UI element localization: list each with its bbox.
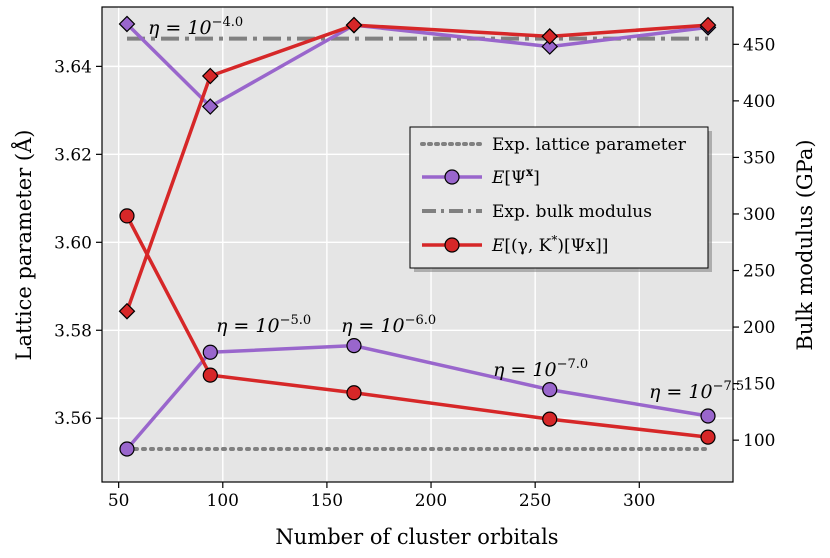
x-tick-label: 150 bbox=[311, 491, 343, 511]
left-y-tick-label: 3.62 bbox=[54, 145, 92, 165]
series-2-bulk-point bbox=[345, 16, 363, 34]
series-1-lattice-point bbox=[202, 344, 218, 360]
series-1-bulk-point bbox=[118, 15, 136, 33]
x-axis-label: Number of cluster orbitals bbox=[275, 525, 558, 549]
eta-annotation-5: η = 10−7.5 bbox=[649, 379, 744, 403]
axis-ticks: 50 100 150 200 250 300 3.56 3.58 3.60 3.62 3.64 100… bbox=[54, 35, 775, 511]
x-tick-label: 100 bbox=[207, 491, 239, 511]
left-y-tick-label: 3.56 bbox=[54, 409, 92, 429]
series-1-bulk-point bbox=[541, 38, 559, 55]
left-y-tick-label: 3.58 bbox=[54, 321, 92, 341]
series-1-lattice-point bbox=[119, 441, 135, 457]
right-y-tick-label: 200 bbox=[743, 318, 775, 338]
series-2-bulk-point bbox=[201, 67, 219, 85]
series-2-lattice-point bbox=[542, 411, 558, 427]
right-y-tick-label: 400 bbox=[743, 92, 775, 112]
series-2-lattice-point bbox=[700, 429, 716, 445]
left-y-tick-label: 3.60 bbox=[54, 233, 92, 253]
right-y-axis-label: Bulk modulus (GPa) bbox=[793, 139, 817, 350]
series-2-bulk-point bbox=[118, 302, 136, 320]
series-1-lattice-point bbox=[542, 382, 558, 398]
plot-frame bbox=[101, 6, 734, 483]
right-y-tick-label: 100 bbox=[743, 431, 775, 451]
series-2-lattice-point bbox=[202, 367, 218, 383]
legend-exp-lattice-label: Exp. lattice parameter bbox=[492, 135, 687, 155]
markers bbox=[118, 15, 717, 457]
right-y-tick-label: 450 bbox=[743, 35, 775, 55]
right-y-tick-label: 250 bbox=[743, 262, 775, 282]
eta-annotation-3: η = 10−6.0 bbox=[341, 313, 436, 337]
left-y-tick-label: 3.64 bbox=[54, 57, 92, 77]
eta-annotation-4: η = 10−7.0 bbox=[493, 357, 588, 381]
legend-exp-bulk-label: Exp. bulk modulus bbox=[492, 202, 652, 222]
legend-series-1-label: E[Ψx] bbox=[491, 165, 540, 188]
series-2-bulk-point bbox=[699, 16, 717, 34]
eta-annotation-1: η = 10−4.0 bbox=[148, 15, 243, 39]
legend-series-2-label: E[(γ, K*)[Ψx]] bbox=[491, 233, 608, 256]
x-tick-label: 300 bbox=[623, 491, 655, 511]
series-1-lattice-point bbox=[346, 338, 362, 354]
legend-series-2-marker bbox=[444, 237, 460, 253]
legend-series-1-marker bbox=[444, 169, 460, 185]
right-y-tick-label: 150 bbox=[743, 375, 775, 395]
series-2-lattice-point bbox=[346, 385, 362, 401]
series-1-bulk-point bbox=[201, 98, 219, 115]
x-tick-label: 200 bbox=[415, 491, 447, 511]
series-1-lattice-point bbox=[700, 408, 716, 424]
series-2-bulk-point bbox=[541, 28, 559, 45]
right-y-tick-label: 300 bbox=[743, 205, 775, 225]
legend: Exp. lattice parameter E[Ψx] Exp. bulk m… bbox=[409, 126, 712, 272]
x-tick-label: 50 bbox=[108, 491, 130, 511]
eta-annotation-2: η = 10−5.0 bbox=[216, 313, 311, 337]
left-y-axis-label: Lattice parameter (Å) bbox=[11, 130, 36, 361]
x-tick-label: 250 bbox=[519, 491, 551, 511]
right-y-tick-label: 350 bbox=[743, 148, 775, 168]
series-2-lattice-point bbox=[119, 208, 135, 224]
